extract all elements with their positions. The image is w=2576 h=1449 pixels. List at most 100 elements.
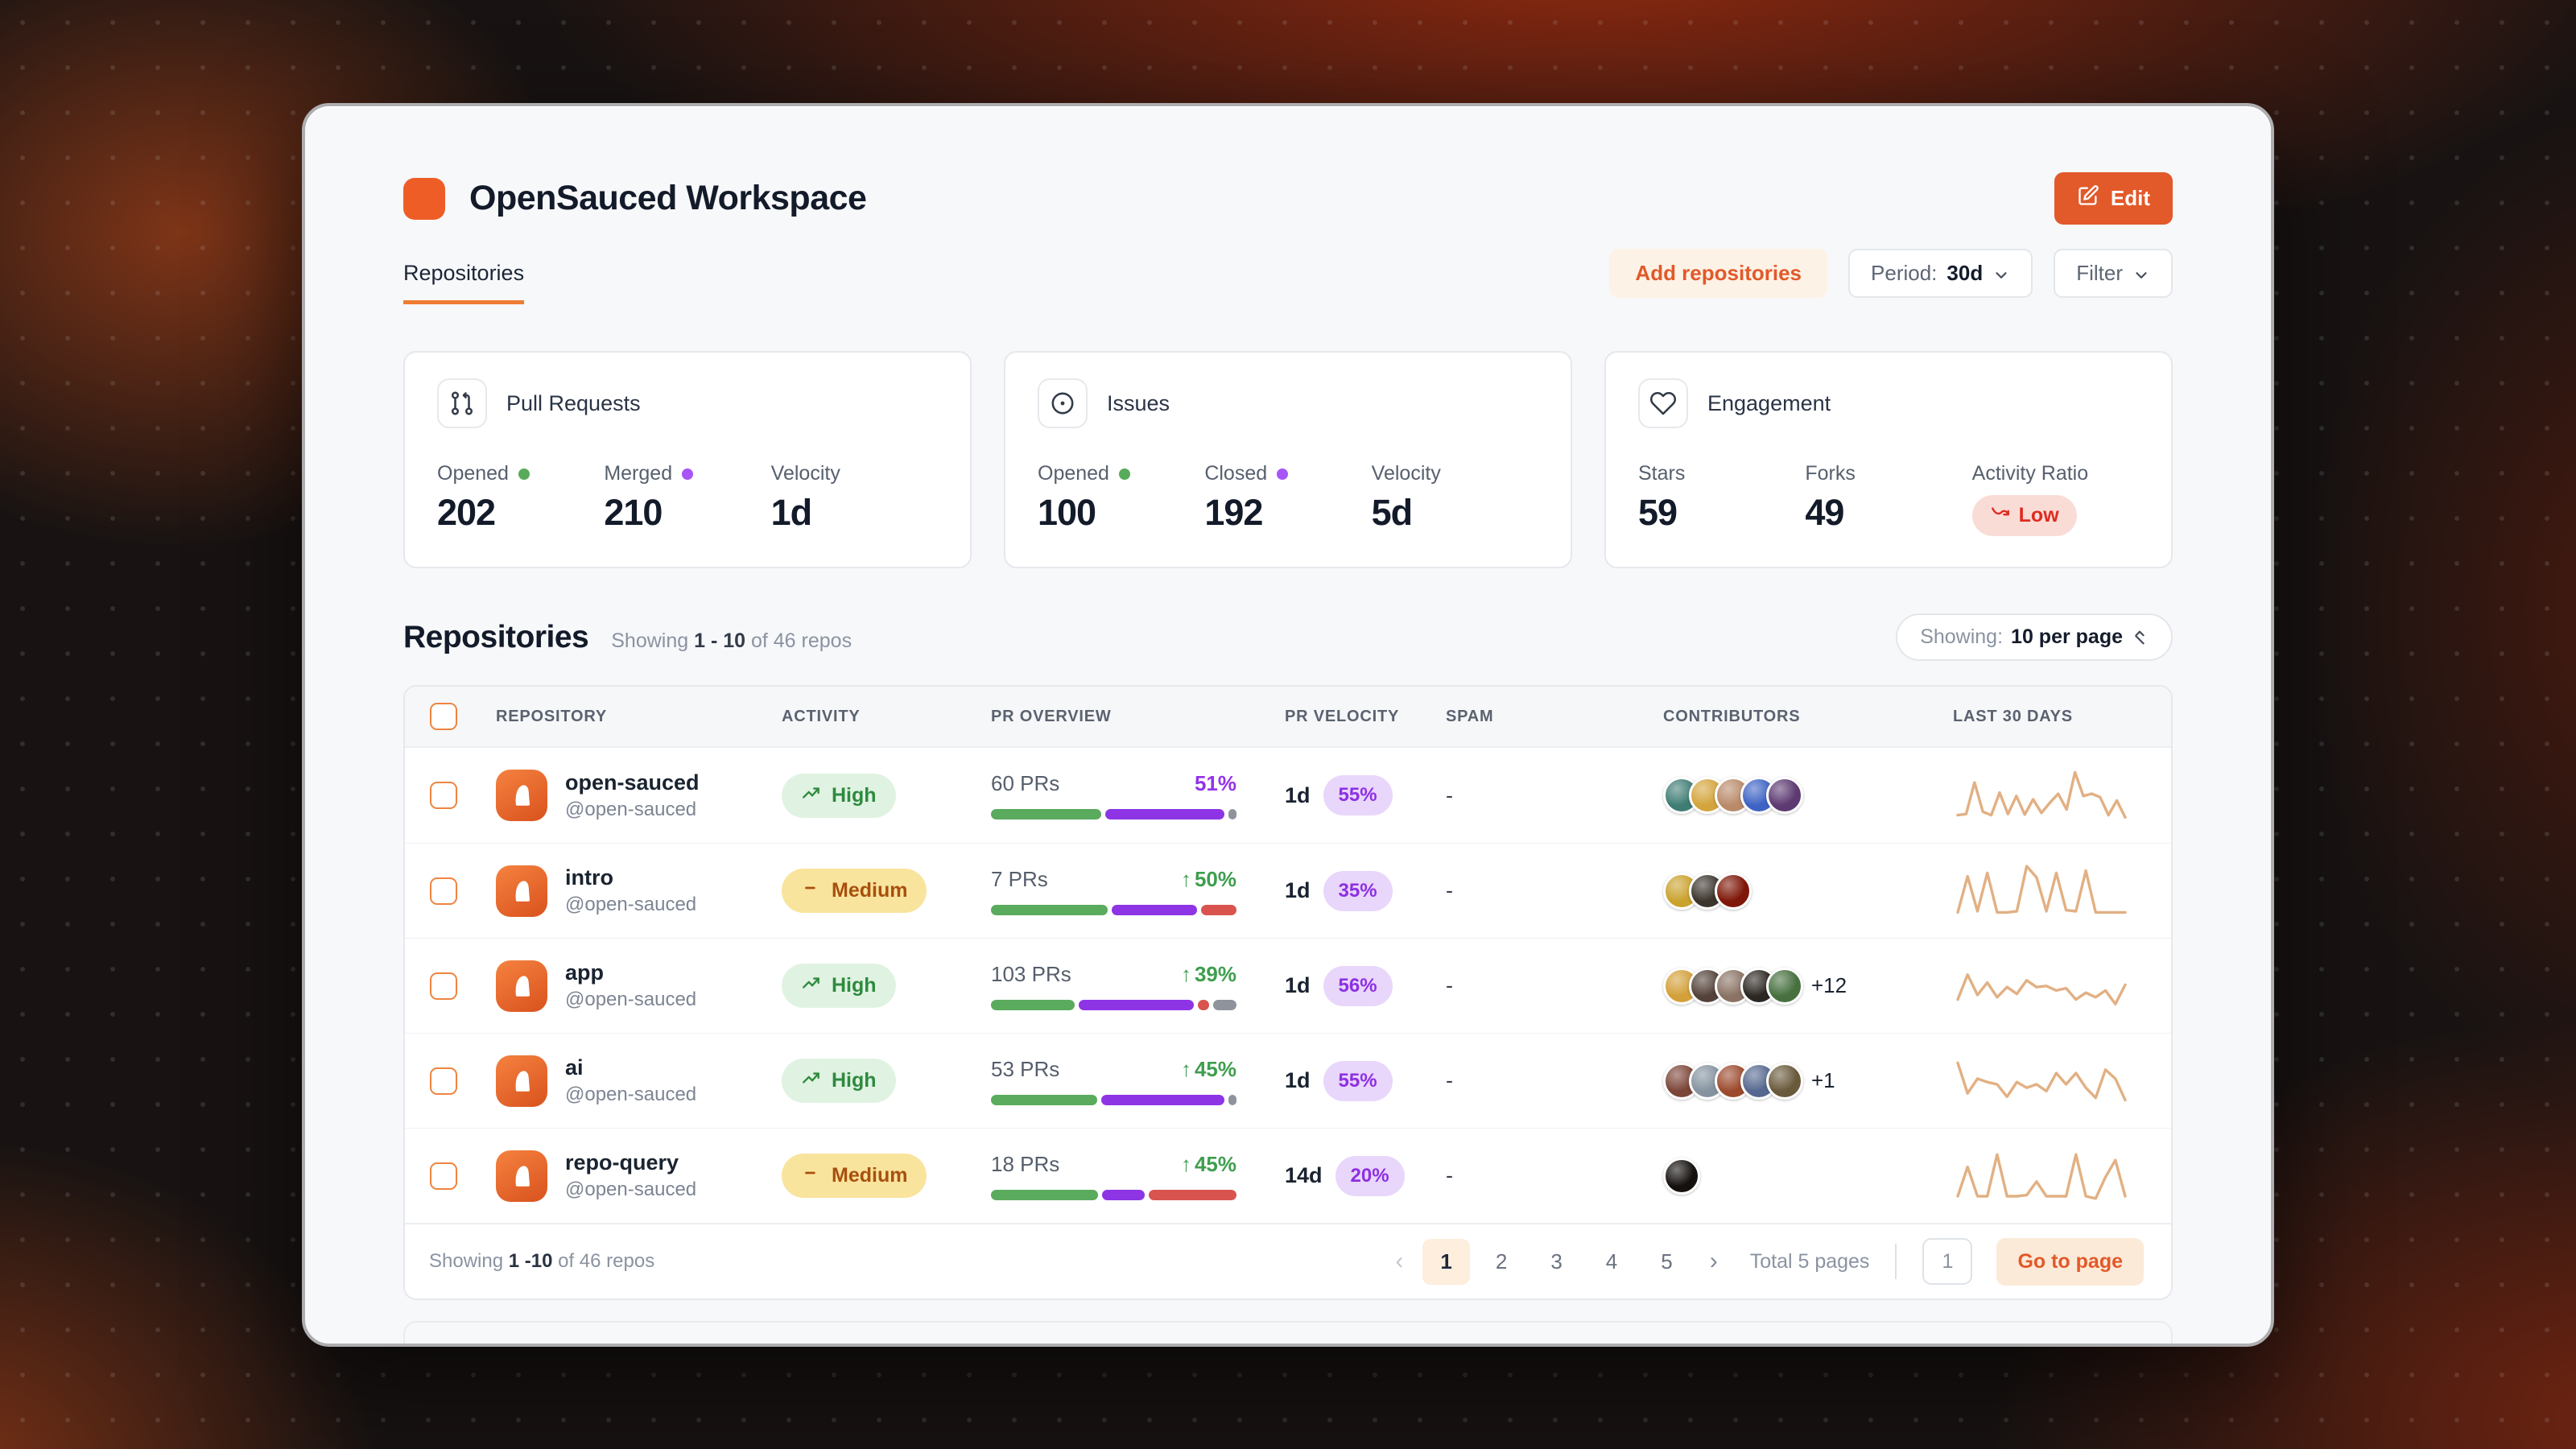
- stat-label: Stars: [1638, 462, 1686, 485]
- avatar[interactable]: [1766, 777, 1803, 814]
- velocity-badge: 55%: [1323, 775, 1393, 815]
- pull-request-icon: [437, 378, 487, 428]
- activity-badge: High: [782, 773, 896, 818]
- page-input[interactable]: [1922, 1238, 1973, 1285]
- stat-label: Closed: [1204, 462, 1268, 485]
- table-row[interactable]: ai @open-sauced High 53 PRs ↑ 45%: [405, 1033, 2171, 1128]
- bar-segment: [1228, 1094, 1236, 1105]
- footer-showing-text: Showing 1 -10 of 46 repos: [429, 1250, 655, 1272]
- page-button-5[interactable]: 5: [1661, 1249, 1673, 1274]
- repo-handle: @open-sauced: [565, 1084, 697, 1105]
- pr-count: 53 PRs: [991, 1056, 1060, 1081]
- activity-badge: Medium: [782, 1154, 927, 1198]
- repo-avatar: [496, 770, 547, 821]
- repo-name[interactable]: app: [565, 960, 605, 985]
- column-pr-velocity: PR VELOCITY: [1285, 707, 1400, 725]
- repo-name[interactable]: intro: [565, 865, 613, 890]
- add-repositories-button[interactable]: Add repositories: [1609, 249, 1828, 298]
- table-row[interactable]: app @open-sauced High 103 PRs ↑ 39%: [405, 938, 2171, 1033]
- row-checkbox[interactable]: [429, 1067, 457, 1095]
- previous-page-icon[interactable]: ‹: [1395, 1248, 1404, 1274]
- heart-icon: [1638, 378, 1688, 428]
- row-checkbox[interactable]: [429, 972, 457, 1000]
- stat: Velocity 1d: [771, 462, 938, 534]
- stat: Merged 210: [604, 462, 770, 534]
- edit-button[interactable]: Edit: [2054, 172, 2173, 225]
- column-contributors: CONTRIBUTORS: [1663, 707, 1801, 725]
- pr-count: 7 PRs: [991, 866, 1048, 891]
- table-row[interactable]: open-sauced @open-sauced High 60 PRs ↑ 5…: [405, 748, 2171, 843]
- repo-name[interactable]: ai: [565, 1055, 584, 1080]
- pr-overview: 53 PRs ↑ 45%: [991, 1057, 1236, 1105]
- updown-icon: [2131, 629, 2149, 646]
- pagination: ‹ 12 3 4 5 › Total 5 pages Go to page: [1384, 1237, 2144, 1286]
- page-button-3[interactable]: 3: [1550, 1249, 1563, 1274]
- stat-label: Merged: [604, 462, 673, 485]
- avatar[interactable]: [1766, 1062, 1803, 1100]
- table-row[interactable]: intro @open-sauced Medium 7 PRs ↑ 50%: [405, 843, 2171, 938]
- spam-value: -: [1446, 1163, 1453, 1187]
- stat-card: Pull Requests Opened 202 Merged 210 Velo…: [403, 351, 972, 568]
- per-page-dropdown[interactable]: Showing: 10 per page: [1896, 613, 2173, 661]
- stat-card: Engagement Stars 59 Forks 49 Activity Ra…: [1604, 351, 2173, 568]
- stat: Activity Ratio Low: [1971, 462, 2139, 536]
- filter-dropdown[interactable]: Filter: [2054, 249, 2173, 298]
- avatar[interactable]: [1715, 872, 1752, 910]
- bar-segment: [1104, 809, 1224, 819]
- table-row[interactable]: repo-query @open-sauced Medium 18 PRs ↑ …: [405, 1128, 2171, 1223]
- minus-icon: [801, 1162, 822, 1189]
- stat-dot: [518, 468, 530, 480]
- issue-icon: [1038, 378, 1088, 428]
- repo-name[interactable]: open-sauced: [565, 770, 700, 795]
- spam-value: -: [1446, 782, 1453, 807]
- avatar[interactable]: [1663, 1157, 1700, 1195]
- stat-label: Activity Ratio: [1971, 462, 2089, 485]
- page-button-1[interactable]: 1: [1422, 1238, 1470, 1285]
- repo-avatar: [496, 960, 547, 1012]
- contributor-avatars: [1663, 777, 1803, 814]
- tab-repositories[interactable]: Repositories: [403, 261, 525, 304]
- stat: Opened 100: [1038, 462, 1204, 534]
- stat-dot: [1118, 468, 1130, 480]
- repo-avatar: [496, 1150, 547, 1202]
- contributor-avatars: [1663, 872, 1752, 910]
- activity-badge: High: [782, 1059, 896, 1103]
- row-checkbox[interactable]: [429, 782, 457, 809]
- velocity-days: 1d: [1285, 878, 1311, 902]
- bar-segment: [1079, 999, 1194, 1010]
- repo-avatar: [496, 1055, 547, 1107]
- avatar[interactable]: [1766, 967, 1803, 1005]
- page-button-4[interactable]: 4: [1605, 1249, 1618, 1274]
- stat-value: 1d: [770, 492, 813, 533]
- bar-segment: [991, 999, 1075, 1010]
- stat-label: Forks: [1805, 462, 1856, 485]
- row-checkbox[interactable]: [429, 1162, 457, 1190]
- bar-segment: [1213, 999, 1236, 1010]
- stat-label: Opened: [437, 462, 509, 485]
- total-pages-label: Total 5 pages: [1749, 1249, 1870, 1273]
- row-checkbox[interactable]: [429, 877, 457, 905]
- stat-label: Velocity: [770, 462, 840, 485]
- select-all-checkbox[interactable]: [429, 703, 457, 730]
- bar-segment: [1197, 999, 1209, 1010]
- trend-up-icon: [801, 782, 822, 809]
- next-page-icon[interactable]: ›: [1709, 1248, 1718, 1274]
- tab-bar: Repositories Add repositories Period: 30…: [403, 249, 2173, 304]
- velocity-badge: 55%: [1323, 1060, 1393, 1101]
- velocity-badge: 35%: [1323, 870, 1393, 911]
- velocity-badge: 20%: [1335, 1155, 1405, 1196]
- page-button-2[interactable]: 2: [1495, 1249, 1508, 1274]
- period-dropdown[interactable]: Period: 30d: [1848, 249, 2033, 298]
- repo-name[interactable]: repo-query: [565, 1150, 679, 1174]
- bar-segment: [991, 1189, 1098, 1200]
- activity-sparkline: [1956, 865, 2127, 914]
- column-pr-overview: PR OVERVIEW: [991, 707, 1112, 725]
- stat-value: 49: [1805, 492, 1844, 533]
- bar-segment: [991, 904, 1108, 915]
- go-to-page-button[interactable]: Go to page: [1996, 1237, 2144, 1286]
- pr-change: ↑ 45%: [1180, 1056, 1236, 1081]
- stat: Forks 49: [1805, 462, 1971, 536]
- stat-card: Issues Opened 100 Closed 192 Velocity 5d: [1004, 351, 1572, 568]
- stat-dot: [682, 468, 694, 480]
